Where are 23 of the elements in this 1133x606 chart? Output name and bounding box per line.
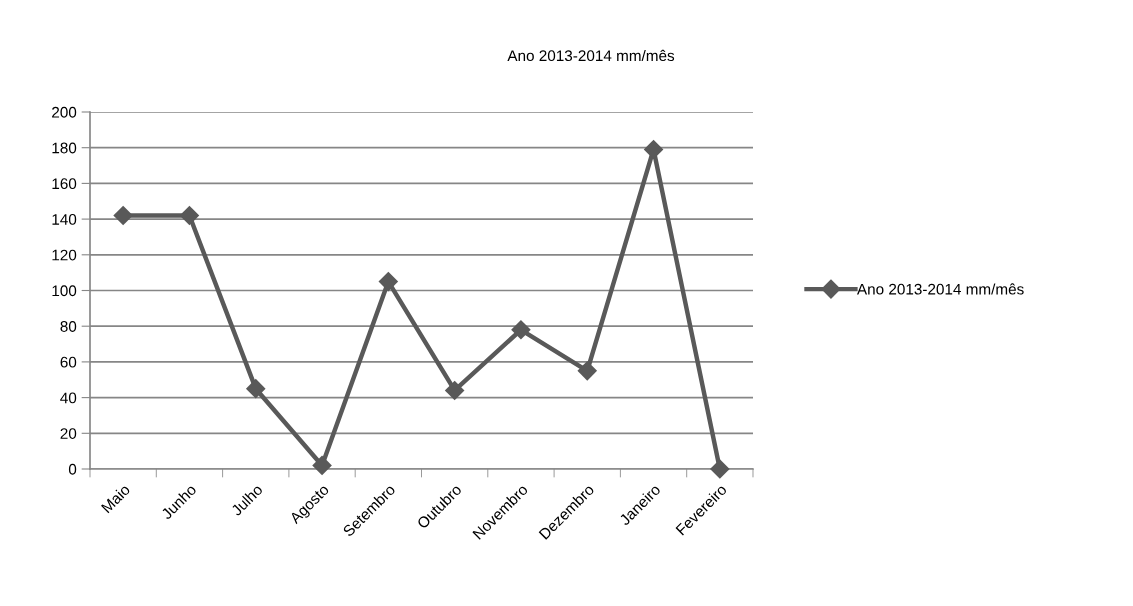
y-tick-label: 40 (60, 392, 77, 404)
point (710, 459, 730, 479)
point (113, 205, 133, 226)
y-tick-label: 0 (68, 463, 77, 475)
point (179, 205, 200, 226)
y-tick-label: 100 (52, 285, 77, 297)
y-tick-label: 60 (60, 356, 77, 368)
y-tick-label: 180 (52, 142, 77, 154)
point (643, 139, 664, 160)
y-tick-label: 80 (60, 321, 77, 332)
point (444, 380, 465, 401)
point (312, 455, 332, 476)
point (577, 361, 598, 381)
point (245, 378, 266, 399)
legend-label: Ano 2013-2014 mm/mês (856, 283, 1024, 295)
y-tick-label: 140 (52, 213, 77, 225)
y-tick-label: 200 (52, 106, 77, 118)
y-tick-label: 20 (60, 428, 77, 439)
point (511, 319, 531, 340)
chart-title: Ano 2013-2014 mm/mês (507, 49, 675, 62)
point (378, 271, 399, 292)
y-tick-label: 160 (52, 178, 77, 190)
y-tick-label: 120 (52, 249, 77, 261)
